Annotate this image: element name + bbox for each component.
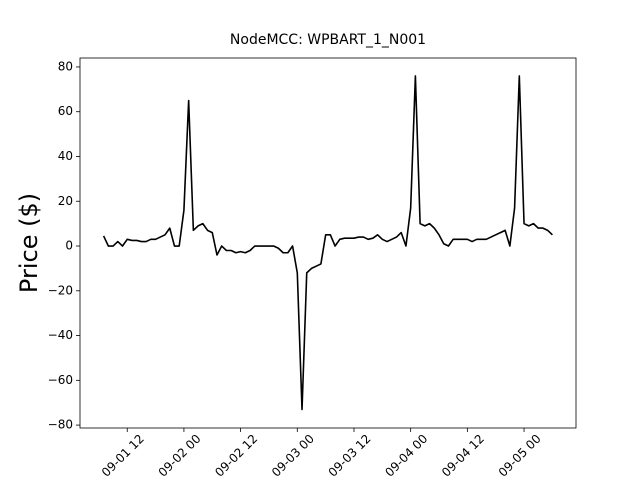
y-tick-label: −80 (48, 418, 73, 432)
data-line (102, 75, 553, 411)
x-tick-label: 09-02 12 (212, 432, 260, 480)
y-axis-label: Price ($) (15, 193, 43, 293)
y-tick-label: 20 (58, 194, 73, 208)
chart-title: NodeMCC: WPBART_1_N001 (230, 32, 426, 48)
y-tick-label: −60 (48, 373, 73, 387)
y-tick-label: 80 (58, 59, 73, 73)
y-tick-label: −20 (48, 283, 73, 297)
x-tick-label: 09-03 12 (326, 432, 374, 480)
x-tick-label: 09-04 00 (382, 432, 430, 480)
x-tick-label: 09-05 00 (496, 432, 544, 480)
x-tick-label: 09-04 12 (439, 432, 487, 480)
y-tick-label: 40 (58, 149, 73, 163)
plot-frame (79, 57, 577, 429)
y-tick-label: 60 (58, 104, 73, 118)
y-tick-label: 0 (65, 239, 73, 253)
y-tick-label: −40 (48, 328, 73, 342)
x-tick-label: 09-01 12 (99, 432, 147, 480)
x-tick-label: 09-03 00 (269, 432, 317, 480)
x-tick-label: 09-02 00 (156, 432, 204, 480)
